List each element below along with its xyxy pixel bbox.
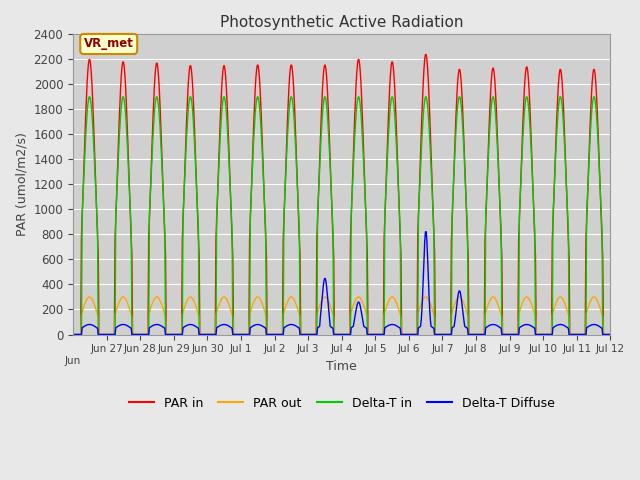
PAR out [259, 301, 266, 307]
PAR out [428, 305, 436, 311]
Delta-T in [69, 332, 77, 337]
PAR in [428, 172, 436, 178]
PAR out [85, 294, 93, 300]
Delta-T Diffuse [231, 332, 239, 337]
PAR out [133, 332, 141, 337]
PAR out [69, 332, 77, 337]
Text: Jun: Jun [65, 356, 81, 366]
Delta-T in [232, 332, 239, 337]
Line: Delta-T in: Delta-T in [73, 97, 611, 335]
Delta-T Diffuse [132, 332, 140, 337]
PAR in [258, 119, 266, 124]
PAR in [69, 332, 77, 337]
PAR in [607, 332, 614, 337]
PAR in [231, 332, 239, 337]
Text: VR_met: VR_met [84, 37, 134, 50]
Delta-T in [85, 94, 93, 100]
PAR in [132, 332, 140, 337]
Delta-T Diffuse [258, 323, 266, 328]
Line: PAR in: PAR in [73, 55, 611, 335]
PAR out [232, 332, 239, 337]
Y-axis label: PAR (umol/m2/s): PAR (umol/m2/s) [15, 132, 28, 236]
Line: PAR out: PAR out [73, 297, 611, 335]
Delta-T in [133, 332, 141, 337]
X-axis label: Time: Time [326, 360, 357, 373]
Delta-T in [259, 149, 266, 155]
Delta-T Diffuse [278, 332, 285, 337]
PAR out [607, 332, 614, 337]
Delta-T in [398, 332, 406, 337]
Delta-T in [607, 332, 614, 337]
Delta-T in [278, 332, 286, 337]
Delta-T in [428, 180, 436, 186]
Delta-T Diffuse [69, 332, 77, 337]
PAR in [422, 52, 429, 58]
PAR in [397, 252, 404, 257]
Legend: PAR in, PAR out, Delta-T in, Delta-T Diffuse: PAR in, PAR out, Delta-T in, Delta-T Dif… [124, 392, 559, 415]
Delta-T Diffuse [422, 229, 430, 235]
PAR out [398, 332, 406, 337]
Delta-T Diffuse [397, 332, 404, 337]
Title: Photosynthetic Active Radiation: Photosynthetic Active Radiation [220, 15, 463, 30]
Delta-T Diffuse [607, 332, 614, 337]
Delta-T Diffuse [428, 324, 436, 330]
PAR in [278, 332, 285, 337]
PAR out [278, 332, 286, 337]
Line: Delta-T Diffuse: Delta-T Diffuse [73, 232, 611, 335]
